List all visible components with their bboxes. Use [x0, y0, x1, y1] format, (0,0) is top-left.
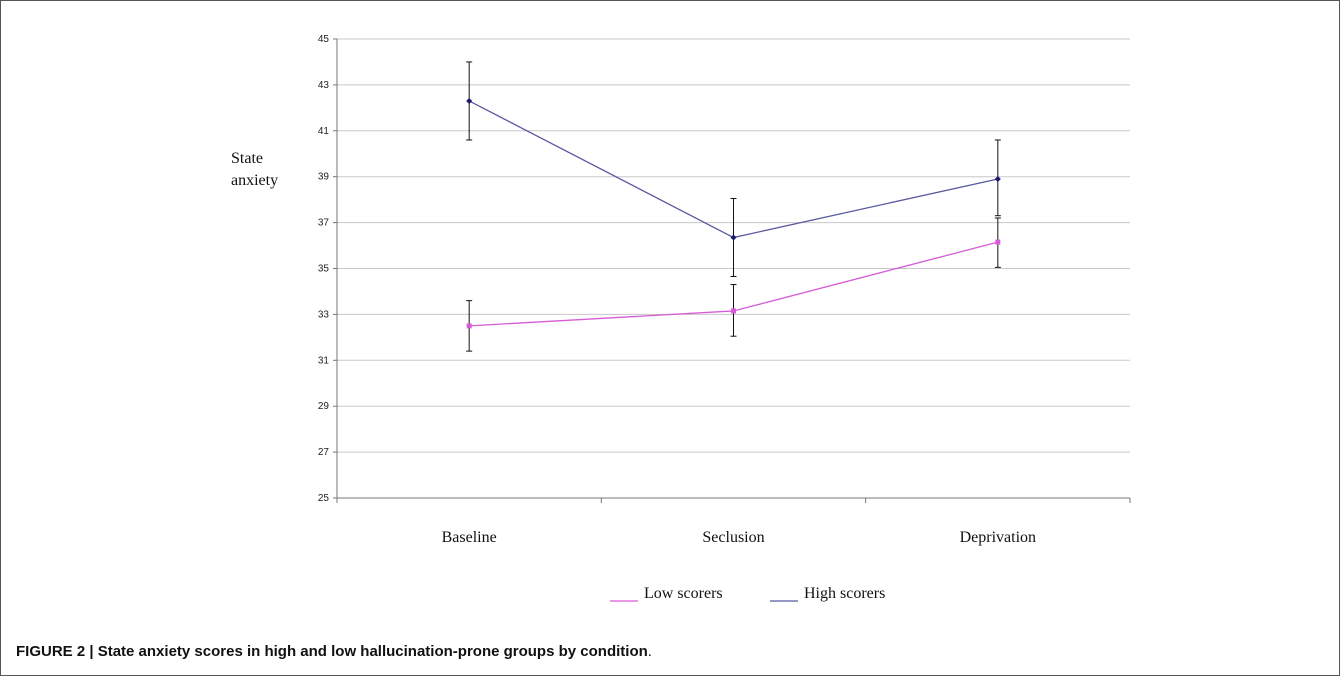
y-axis-label: State anxiety — [231, 148, 278, 192]
data-point — [466, 97, 473, 104]
y-axis-label-line1: State — [231, 150, 263, 167]
y-tick-label: 37 — [318, 218, 330, 229]
data-point — [994, 175, 1001, 182]
y-tick-label: 27 — [318, 447, 330, 458]
y-tick-label: 25 — [318, 493, 330, 504]
line-chart: 25 27 29 31 33 35 37 39 41 43 45 Baseline Seclusion D… — [318, 34, 1131, 602]
figure-caption-end: . — [647, 643, 652, 660]
y-axis-label-line2: anxiety — [231, 172, 279, 189]
data-point — [730, 234, 737, 241]
legend-label: High scorers — [804, 585, 885, 602]
figure-caption-title: FIGURE 2 | State anxiety scores in high … — [16, 643, 648, 660]
x-tick-label: Deprivation — [960, 529, 1036, 546]
y-tick-label: 33 — [318, 309, 330, 320]
y-tick-label: 35 — [318, 264, 330, 275]
data-point — [731, 308, 736, 314]
x-tick-label: Baseline — [442, 529, 497, 546]
y-tick-label: 39 — [318, 172, 330, 183]
y-tick-label: 43 — [318, 80, 330, 91]
legend-label: Low scorers — [644, 585, 723, 602]
x-tick-label: Seclusion — [702, 529, 764, 546]
data-point — [995, 239, 1001, 245]
y-tick-label: 45 — [318, 34, 330, 45]
figure-caption: FIGURE 2 | State anxiety scores in high … — [16, 643, 652, 660]
y-tick-label: 31 — [318, 355, 330, 366]
data-point — [466, 323, 472, 329]
y-tick-label: 41 — [318, 126, 330, 137]
y-tick-label: 29 — [318, 401, 330, 412]
